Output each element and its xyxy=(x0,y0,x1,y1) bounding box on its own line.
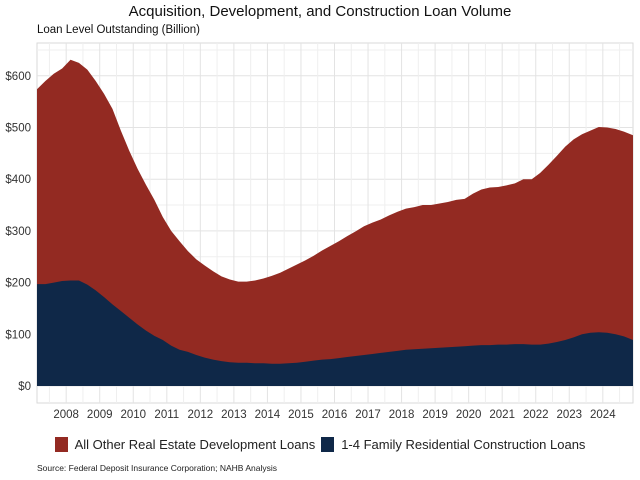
legend-label-other-development: All Other Real Estate Development Loans xyxy=(74,437,316,452)
x-tick-label: 2020 xyxy=(456,409,482,421)
x-axis: 2008 2009 2010 2011 2012 2013 2014 2015 2016 2017… xyxy=(53,409,616,421)
y-tick-label: $500 xyxy=(5,123,31,135)
legend-label-family-construction: 1-4 Family Residential Construction Loan… xyxy=(341,437,586,452)
legend-swatch-other-development xyxy=(54,437,68,452)
x-tick-label: 2018 xyxy=(389,409,415,421)
x-tick-label: 2009 xyxy=(87,409,113,421)
x-tick-label: 2023 xyxy=(556,409,582,421)
x-tick-label: 2022 xyxy=(523,409,549,421)
y-axis: $0 $100 $200 $300 $400 $500 $600 xyxy=(5,71,31,393)
y-axis-title: Loan Level Outstanding (Billion) xyxy=(37,24,201,36)
area-chart: $0$100$200$300$400$500$600 2008 2009 2010 2… xyxy=(5,42,634,421)
legend: All Other Real Estate Development Loans … xyxy=(0,437,640,452)
y-tick-label: $400 xyxy=(5,174,31,186)
y-tick-label: $100 xyxy=(5,329,31,341)
x-tick-label: 2013 xyxy=(221,409,247,421)
legend-item-family-construction: 1-4 Family Residential Construction Loan… xyxy=(321,437,585,452)
legend-item-other-development: All Other Real Estate Development Loans xyxy=(54,437,316,452)
x-tick-label: 2011 xyxy=(154,409,179,421)
y-tick-label: $200 xyxy=(5,278,31,290)
x-tick-label: 2008 xyxy=(53,409,79,421)
x-tick-label: 2014 xyxy=(255,409,281,421)
x-tick-label: 2017 xyxy=(355,409,381,421)
y-tick-label: $300 xyxy=(5,226,31,238)
area-other-development-loans xyxy=(37,59,633,386)
x-tick-label: 2019 xyxy=(422,409,448,421)
y-tick-label: $0 xyxy=(18,381,31,393)
area-family-construction-loans xyxy=(37,280,633,386)
chart-title: Acquisition, Development, and Constructi… xyxy=(128,3,512,20)
x-tick-label: 2024 xyxy=(590,409,616,421)
source-note: Source: Federal Deposit Insurance Corpor… xyxy=(37,463,278,473)
y-tick-label: $600 xyxy=(5,71,31,83)
x-tick-label: 2010 xyxy=(120,409,146,421)
x-tick-label: 2012 xyxy=(188,409,214,421)
x-tick-label: 2015 xyxy=(288,409,314,421)
stacked-areas xyxy=(37,59,633,386)
legend-swatch-family-construction xyxy=(321,437,335,452)
x-tick-label: 2016 xyxy=(322,409,348,421)
x-tick-label: 2021 xyxy=(489,409,515,421)
